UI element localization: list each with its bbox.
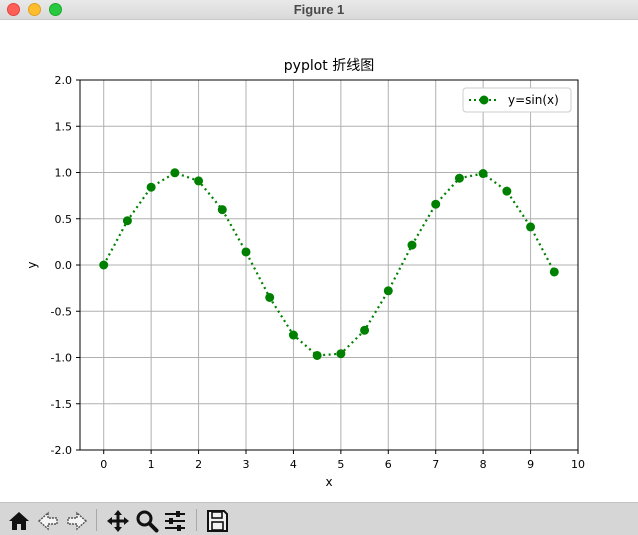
chart-title: pyplot 折线图 xyxy=(284,58,374,74)
x-tick-label: 7 xyxy=(432,458,439,471)
forward-button[interactable] xyxy=(64,508,90,534)
y-tick-label: 0.5 xyxy=(55,213,73,226)
data-point xyxy=(478,169,488,179)
toolbar-separator xyxy=(96,509,97,531)
legend: y=sin(x) xyxy=(462,87,572,113)
data-point xyxy=(241,247,251,257)
data-point xyxy=(265,292,275,302)
legend-box xyxy=(462,87,572,113)
configure-subplots-button[interactable] xyxy=(162,508,188,534)
x-tick-label: 1 xyxy=(148,458,155,471)
pan-button[interactable] xyxy=(105,508,131,534)
y-tick-label: 2.0 xyxy=(55,74,73,87)
y-tick-label: -1.5 xyxy=(51,398,72,411)
data-point xyxy=(407,240,417,250)
x-axis-ticks: 0 1 2 3 4 5 6 7 8 9 10 xyxy=(100,450,585,471)
x-tick-label: 8 xyxy=(480,458,487,471)
home-button[interactable] xyxy=(6,508,32,534)
data-point xyxy=(217,205,227,215)
data-point xyxy=(146,182,156,192)
configure-subplots-icon xyxy=(165,511,185,531)
window-title: Figure 1 xyxy=(293,2,345,17)
x-tick-label: 2 xyxy=(195,458,202,471)
zoom-button[interactable] xyxy=(134,508,160,534)
data-point xyxy=(502,186,512,196)
data-point xyxy=(360,325,370,335)
y-tick-label: 1.0 xyxy=(55,167,73,180)
close-window-button[interactable] xyxy=(7,3,20,16)
x-tick-label: 0 xyxy=(100,458,107,471)
data-point xyxy=(170,168,180,178)
data-point xyxy=(122,216,132,226)
y-axis-ticks: 2.0 1.5 1.0 0.5 0.0 -0.5 -1.0 -1.5 -2.0 xyxy=(51,74,80,457)
y-axis-label: y xyxy=(25,261,39,268)
series-layer xyxy=(99,168,559,360)
x-tick-label: 6 xyxy=(385,458,392,471)
pan-icon xyxy=(107,510,129,532)
save-icon xyxy=(207,510,228,532)
x-tick-label: 9 xyxy=(527,458,534,471)
home-icon xyxy=(9,512,29,530)
save-button[interactable] xyxy=(204,508,230,534)
data-point xyxy=(383,286,393,296)
y-tick-label: 1.5 xyxy=(55,120,73,133)
x-tick-label: 5 xyxy=(337,458,344,471)
toolbar xyxy=(0,502,638,535)
legend-marker xyxy=(479,95,489,105)
data-point xyxy=(454,173,464,183)
maximize-window-button[interactable] xyxy=(49,3,62,16)
y-tick-label: 0.0 xyxy=(55,259,73,272)
back-button[interactable] xyxy=(35,508,61,534)
y-tick-label: -0.5 xyxy=(51,305,72,318)
data-point xyxy=(288,330,298,340)
x-tick-label: 3 xyxy=(243,458,250,471)
zoom-icon xyxy=(136,510,159,533)
figure-canvas[interactable]: 0 1 2 3 4 5 6 7 8 9 10 2.0 1.5 1.0 0.5 0.0 -0.5 -1.0 -1.5… xyxy=(0,20,638,502)
data-point xyxy=(336,349,346,359)
x-tick-label: 4 xyxy=(290,458,297,471)
data-point xyxy=(312,350,322,360)
forward-icon xyxy=(67,511,88,531)
x-tick-label: 10 xyxy=(571,458,585,471)
series-line xyxy=(102,171,556,357)
back-icon xyxy=(37,511,58,531)
minimize-window-button[interactable] xyxy=(28,3,41,16)
x-axis-label: x xyxy=(325,475,332,489)
y-tick-label: -1.0 xyxy=(51,352,72,365)
legend-label: y=sin(x) xyxy=(508,93,559,107)
data-point xyxy=(99,260,109,270)
data-point xyxy=(526,222,536,232)
data-point xyxy=(194,176,204,186)
data-point xyxy=(549,267,559,277)
window-titlebar: Figure 1 xyxy=(0,0,638,20)
toolbar-separator xyxy=(196,509,197,531)
y-tick-label: -2.0 xyxy=(51,444,72,457)
data-point xyxy=(431,199,441,209)
